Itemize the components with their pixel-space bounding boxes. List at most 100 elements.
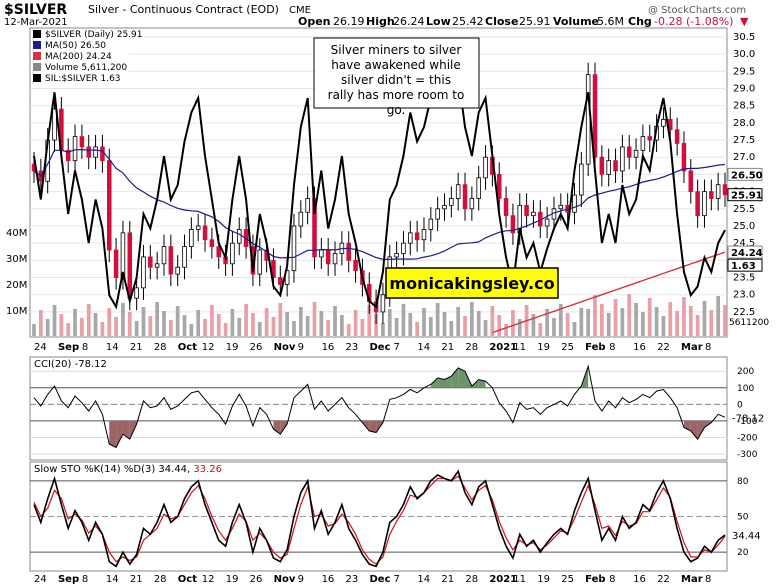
- volume-bar: [381, 323, 385, 336]
- candle-body: [202, 225, 208, 241]
- x-tick-label: 28: [154, 342, 167, 353]
- volume-bar: [497, 315, 502, 336]
- legend-bg: [31, 29, 129, 87]
- stoch-title: Slow STO %K(14) %D(3) 34.44, 33.26: [34, 464, 222, 475]
- candle-body: [79, 136, 85, 148]
- x-tick-label: 19: [226, 574, 239, 585]
- price-label-text: 26.50: [731, 170, 763, 181]
- volume-bar: [661, 316, 666, 336]
- volume-axis: 10M 20M 30M 40M: [6, 228, 27, 317]
- x-tick-label: 14: [417, 342, 430, 353]
- volume-bar: [599, 304, 604, 336]
- x-tick-label: 2021: [489, 574, 517, 585]
- x-tick-label: 8: [82, 574, 88, 585]
- price-right-labels: 26.50 25.91 24.24 1.63 5611200: [727, 167, 769, 328]
- candle-body: [688, 170, 694, 192]
- cci-oversold-fill: [273, 420, 281, 435]
- volume-bar: [634, 303, 638, 336]
- cci-oversold-fill: [109, 420, 117, 448]
- candle-body: [319, 249, 324, 258]
- candle-body: [620, 146, 625, 172]
- volume-bar: [360, 319, 365, 336]
- price-tick-label: 23.5: [733, 273, 755, 284]
- volume-bar: [189, 324, 194, 336]
- candle-body: [332, 253, 338, 265]
- cci-oversold-fill: [369, 420, 377, 433]
- volume-bar: [333, 306, 337, 336]
- x-tick-label: 22: [657, 574, 670, 585]
- volume-bar: [552, 318, 556, 336]
- volume-bar: [278, 303, 283, 336]
- x-tick-label: 24: [34, 574, 47, 585]
- cci-overbought-fill: [451, 367, 459, 388]
- volume-bar: [168, 320, 173, 336]
- x-tick-label: 8: [82, 342, 88, 353]
- candle-body: [585, 74, 591, 165]
- candle-body: [626, 146, 632, 158]
- cci-overbought-fill: [478, 379, 486, 388]
- legend-entry: Volume 5,611,200: [45, 63, 127, 73]
- low-value: 25.42: [452, 15, 484, 28]
- volume-bar: [408, 313, 413, 336]
- volume-bar: [647, 298, 652, 336]
- volume-bar: [59, 314, 64, 336]
- candle-body: [633, 149, 639, 158]
- price-tick-label: 30.0: [733, 49, 755, 60]
- candle-body: [325, 249, 331, 265]
- annotation-box: [313, 37, 480, 109]
- x-tick-label: Nov: [274, 342, 296, 353]
- volume-bar: [428, 317, 433, 336]
- legend-entry: $SILVER (Daily) 25.91: [45, 30, 143, 40]
- stoch-axis: 80 50 20 34.44: [732, 477, 761, 558]
- chart-date: 12-Mar-2021: [4, 17, 68, 28]
- price-label-tag: [727, 245, 763, 259]
- candle-body: [496, 174, 502, 199]
- x-tick-label: 26: [250, 342, 263, 353]
- volume-bar: [230, 309, 235, 336]
- price-tick-label: 29.0: [733, 83, 755, 94]
- candle-body: [298, 211, 304, 227]
- volume-value: 5.6M: [597, 15, 624, 28]
- volume-bar: [456, 307, 461, 336]
- volume-bar: [86, 304, 91, 336]
- volume-bars: [32, 294, 727, 336]
- annotation-text: Silver miners to silver have awakened whi…: [328, 43, 465, 117]
- volume-bar: [114, 317, 118, 336]
- annotation-line: have awakened while: [331, 58, 461, 72]
- volume-bar: [264, 308, 269, 336]
- candle-body: [141, 256, 146, 289]
- candle-body: [175, 266, 180, 275]
- candle-body: [455, 184, 461, 199]
- volume-bar: [463, 316, 467, 336]
- volume-bar: [162, 311, 166, 336]
- cci-tick-label: 0: [737, 400, 743, 410]
- volume-bar: [545, 309, 549, 336]
- volume-bar: [476, 311, 481, 336]
- volume-bar: [257, 322, 262, 336]
- annotation-line: rally has more room to: [328, 88, 465, 102]
- price-panel-frame: [29, 27, 728, 338]
- volume-bar: [175, 306, 180, 336]
- x-tick-label: 12: [202, 342, 215, 353]
- cci-tick-label: -300: [737, 450, 758, 460]
- candle-body: [209, 239, 215, 248]
- x-tick-label: 19: [226, 342, 239, 353]
- volume-bar: [709, 310, 714, 336]
- brand-text: monicakingsley.co: [389, 274, 554, 293]
- candle-body: [168, 246, 174, 275]
- candle-body: [702, 191, 707, 217]
- candle-body: [65, 149, 71, 162]
- x-tick-label: 19: [537, 574, 550, 585]
- cci-line: [33, 364, 726, 449]
- volume-bar: [298, 307, 303, 336]
- candle-body: [483, 156, 488, 179]
- candle-body: [435, 208, 440, 220]
- candle-body: [52, 108, 57, 141]
- candle-body: [106, 160, 112, 251]
- candle-body: [544, 218, 550, 227]
- price-label-tag: [727, 188, 763, 202]
- candle-body: [524, 204, 529, 217]
- volume-bar: [32, 324, 36, 336]
- x-tick-label: 12: [202, 574, 215, 585]
